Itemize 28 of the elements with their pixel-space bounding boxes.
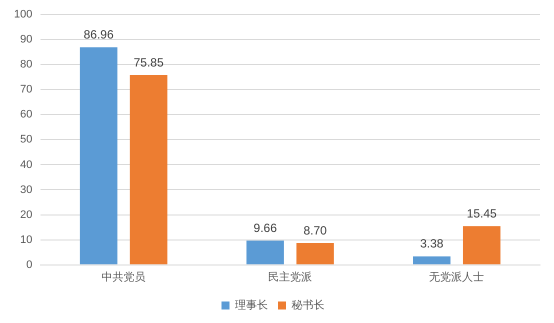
bar [413, 256, 450, 264]
bar [462, 226, 500, 264]
y-tick-label: 60 [20, 108, 32, 121]
bar [80, 47, 118, 264]
data-label: 15.45 [466, 206, 498, 220]
data-label: 3.38 [420, 236, 444, 251]
bar [130, 75, 168, 264]
x-tick-label: 中共党员 [102, 270, 146, 284]
legend-label: 理事长 [235, 298, 268, 312]
y-tick-label: 20 [20, 208, 32, 221]
bar [246, 240, 284, 264]
data-label: 8.70 [303, 223, 328, 238]
y-tick-label: 40 [20, 158, 32, 171]
legend-label: 秘书长 [292, 298, 324, 312]
y-tick-label: 10 [20, 234, 32, 246]
y-tick-label: 100 [14, 8, 32, 21]
y-tick-label: 50 [20, 134, 32, 146]
y-tick-label: 30 [20, 184, 32, 196]
data-label: 86.96 [84, 28, 114, 42]
data-label: 9.66 [254, 220, 278, 235]
bar [296, 243, 334, 264]
y-tick-label: 80 [20, 58, 32, 71]
data-label: 75.85 [134, 55, 164, 70]
x-tick-label: 无党派人士 [429, 270, 484, 284]
y-tick-label: 70 [20, 84, 32, 96]
x-tick-label: 民主党派 [268, 270, 312, 284]
y-tick-label: 0 [26, 258, 32, 271]
y-tick-label: 90 [20, 34, 32, 46]
